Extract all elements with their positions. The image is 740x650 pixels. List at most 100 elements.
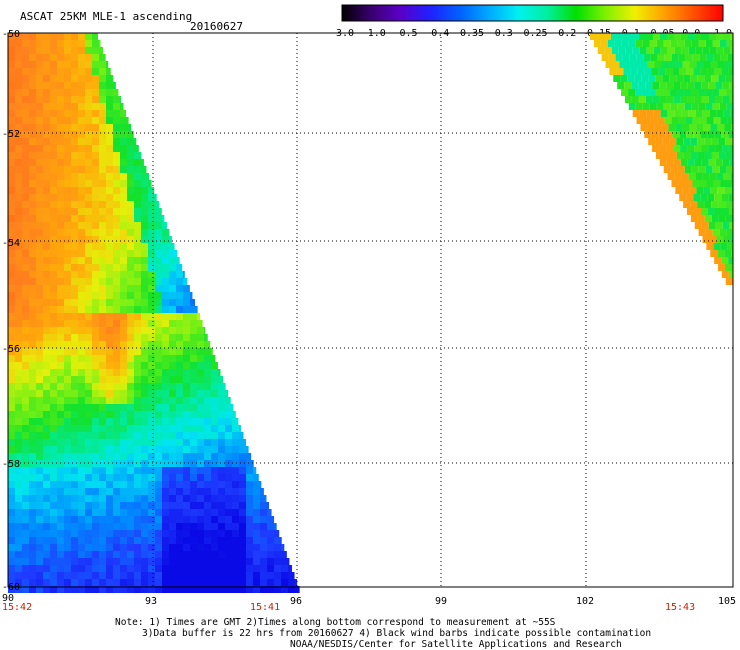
swath-cell <box>92 544 99 551</box>
swath-cell <box>689 124 697 131</box>
swath-cell <box>15 194 22 201</box>
swath-cell <box>106 551 113 558</box>
swath-cell <box>274 558 281 565</box>
swath-cell <box>43 243 50 250</box>
swath-cell <box>190 348 197 355</box>
swath-cell <box>127 313 134 320</box>
swath-cell <box>64 411 71 418</box>
swath-cell <box>92 530 99 537</box>
swath-cell <box>162 418 169 425</box>
swath-cell <box>718 138 726 145</box>
swath-cell <box>29 152 36 159</box>
swath-cell <box>85 558 92 565</box>
swath-cell <box>36 509 43 516</box>
swath-cell <box>78 257 85 264</box>
swath-cell <box>22 208 29 215</box>
swath-cell <box>78 131 85 138</box>
swath-cell <box>169 236 173 243</box>
swath-cell <box>715 159 723 166</box>
swath-cell <box>183 467 190 474</box>
swath-cell <box>176 488 183 495</box>
swath-cell <box>113 502 120 509</box>
swath-cell <box>15 446 22 453</box>
swath-cell <box>64 516 71 523</box>
swath-cell <box>71 418 78 425</box>
swath-cell <box>710 61 718 68</box>
swath-cell <box>50 404 57 411</box>
swath-cell <box>106 453 113 460</box>
swath-cell <box>204 558 211 565</box>
swath-cell <box>625 47 633 54</box>
swath-cell <box>99 572 106 579</box>
swath-cell <box>190 341 197 348</box>
swath-cell <box>717 61 725 68</box>
swath-cell <box>232 586 239 593</box>
swath-cell <box>50 243 57 250</box>
swath-cell <box>190 320 197 327</box>
swath-cell <box>659 96 667 103</box>
swath-cell <box>655 152 663 159</box>
swath-cell <box>22 397 29 404</box>
product-title: ASCAT 25KM MLE-1 ascending <box>20 10 192 23</box>
swath-cell <box>22 523 29 530</box>
swath-cell <box>78 124 85 131</box>
swath-cell <box>225 516 232 523</box>
swath-cell <box>92 166 99 173</box>
swath-cell <box>99 334 106 341</box>
swath-cell <box>169 488 176 495</box>
swath-cell <box>71 327 78 334</box>
swath-cell <box>169 292 176 299</box>
swath-cell <box>253 551 260 558</box>
swath-cell <box>162 306 169 313</box>
swath-cell <box>176 572 183 579</box>
swath-cell <box>57 110 64 117</box>
swath-cell <box>71 82 78 89</box>
swath-cell <box>662 138 670 145</box>
swath-cell <box>666 159 674 166</box>
swath-cell <box>183 446 190 453</box>
swath-cell <box>15 460 22 467</box>
swath-cell <box>29 236 36 243</box>
swath-cell <box>71 257 78 264</box>
swath-cell <box>197 341 204 348</box>
swath-cell <box>155 516 162 523</box>
swath-cell <box>721 68 729 75</box>
swath-cell <box>57 187 64 194</box>
swath-cell <box>134 320 141 327</box>
swath-cell <box>106 446 113 453</box>
swath-cell <box>281 572 288 579</box>
swath-cell <box>29 222 36 229</box>
swath-cell <box>274 586 281 593</box>
swath-cell <box>43 425 50 432</box>
swath-cell <box>15 523 22 530</box>
swath-cell <box>57 551 64 558</box>
swath-cell <box>127 327 134 334</box>
swath-cell <box>716 33 723 40</box>
swath-cell <box>127 509 134 516</box>
swath-cell <box>218 558 225 565</box>
swath-cell <box>162 355 169 362</box>
swath-cell <box>92 411 99 418</box>
swath-cell <box>8 530 15 537</box>
swath-cell <box>148 173 150 180</box>
swath-cell <box>134 299 141 306</box>
swath-cell <box>127 544 134 551</box>
swath-cell <box>22 383 29 390</box>
swath-cell <box>78 334 85 341</box>
swath-cell <box>99 425 106 432</box>
swath-cell <box>85 565 92 572</box>
swath-cell <box>635 103 643 110</box>
swath-cell <box>211 376 218 383</box>
swath-cell <box>148 271 155 278</box>
swath-cell <box>71 152 78 159</box>
swath-cell <box>15 180 22 187</box>
swath-cell <box>190 523 197 530</box>
swath-cell <box>169 390 176 397</box>
swath-cell <box>106 152 113 159</box>
swath-cell <box>106 271 113 278</box>
swath-cell <box>653 33 660 40</box>
swath-cell <box>141 180 148 187</box>
swath-cell <box>64 152 71 159</box>
swath-cell <box>218 551 225 558</box>
swath-cell <box>725 138 733 145</box>
